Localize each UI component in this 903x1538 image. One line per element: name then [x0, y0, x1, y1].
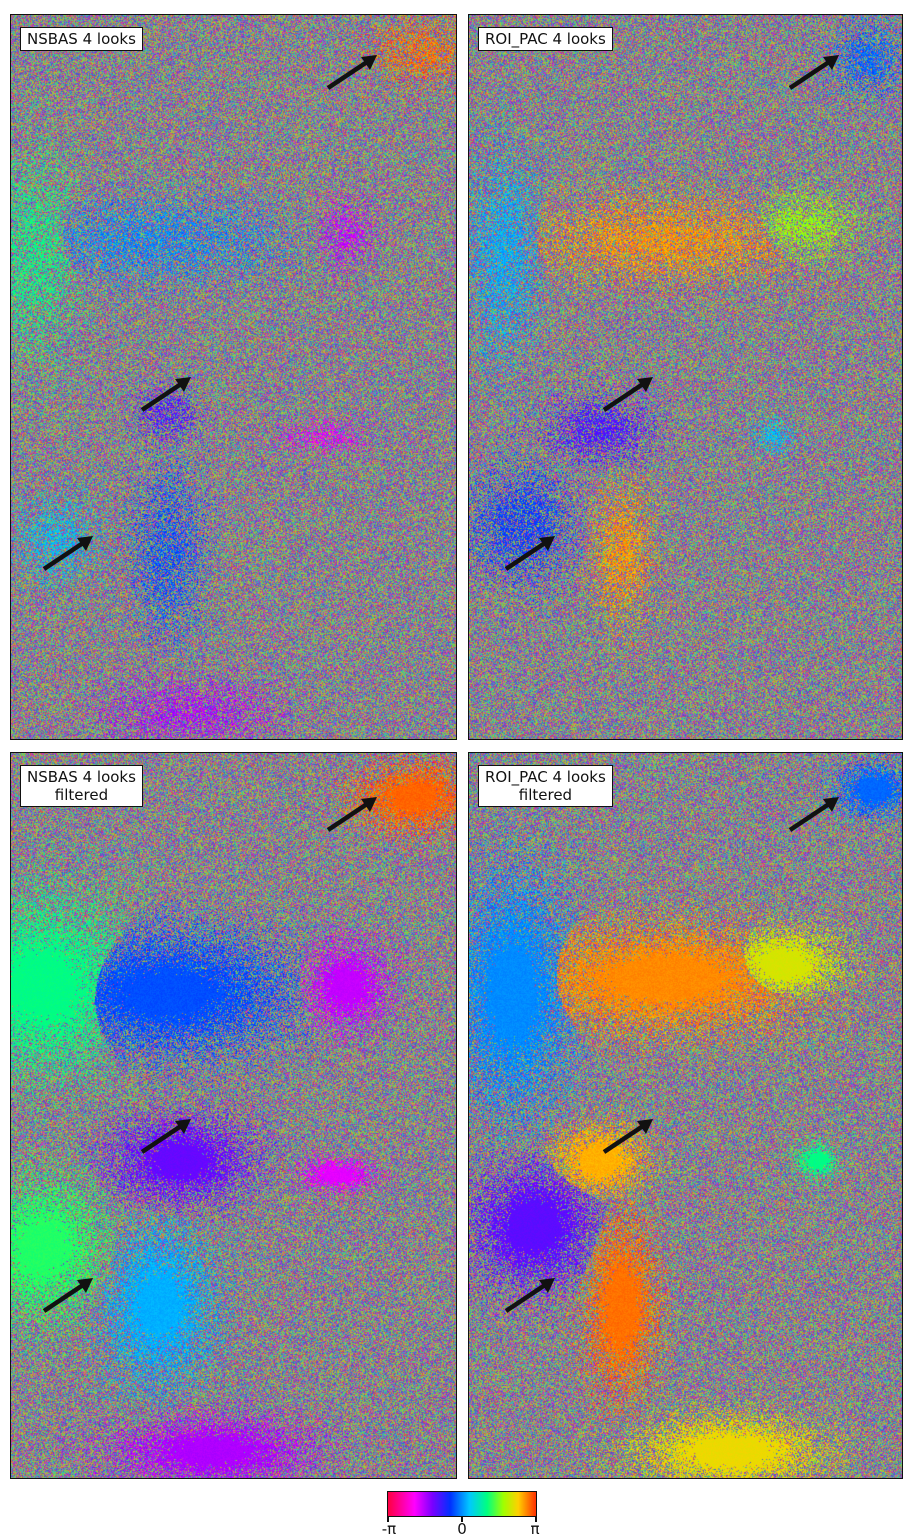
- panel-label-line: filtered: [518, 786, 573, 804]
- phase-colorbar: -π 0 π: [382, 1491, 540, 1538]
- colorbar-tick-label-max: π: [530, 1520, 540, 1538]
- panel-label-nsbas-4-looks-filtered: NSBAS 4 looks filtered: [20, 765, 143, 807]
- panel-nsbas-4-looks-filtered: NSBAS 4 looks filtered: [10, 752, 457, 1479]
- arrow-icon: [504, 1278, 555, 1313]
- panel-roipac-4-looks-filtered: ROI_PAC 4 looks filtered: [468, 752, 903, 1479]
- interferogram-nsbas-4-looks: [11, 15, 456, 739]
- colorbar-tick: [387, 1517, 389, 1522]
- arrow-icon: [326, 797, 377, 832]
- interferogram-nsbas-4-looks-filtered: [11, 753, 456, 1478]
- panel-label-nsbas-4-looks: NSBAS 4 looks: [20, 27, 143, 51]
- panel-roipac-4-looks: ROI_PAC 4 looks: [468, 14, 903, 740]
- arrow-icon: [602, 377, 653, 412]
- panel-label-line: filtered: [54, 786, 109, 804]
- panel-nsbas-4-looks: NSBAS 4 looks: [10, 14, 457, 740]
- colorbar-tick: [535, 1517, 537, 1522]
- interferogram-roipac-4-looks-filtered: [469, 753, 902, 1478]
- arrow-icon: [140, 377, 191, 412]
- interferogram-roipac-4-looks: [469, 15, 902, 739]
- panel-label-line: ROI_PAC 4 looks: [485, 30, 606, 48]
- colorbar-tick-label-min: -π: [381, 1520, 397, 1538]
- arrow-icon: [788, 797, 839, 832]
- panel-label-line: ROI_PAC 4 looks: [485, 768, 606, 786]
- panel-label-roipac-4-looks-filtered: ROI_PAC 4 looks filtered: [478, 765, 613, 807]
- arrow-icon: [788, 55, 839, 90]
- panel-label-line: NSBAS 4 looks: [27, 30, 136, 48]
- colorbar-tick: [461, 1517, 463, 1522]
- arrow-icon: [42, 1278, 93, 1313]
- arrow-icon: [504, 536, 555, 571]
- panel-label-line: NSBAS 4 looks: [27, 768, 136, 786]
- panel-label-roipac-4-looks: ROI_PAC 4 looks: [478, 27, 613, 51]
- arrow-icon: [42, 536, 93, 571]
- arrow-icon: [602, 1119, 653, 1154]
- colorbar-gradient: [387, 1491, 537, 1517]
- arrow-icon: [140, 1119, 191, 1154]
- arrow-icon: [326, 55, 377, 90]
- colorbar-tick-label-zero: 0: [457, 1520, 467, 1538]
